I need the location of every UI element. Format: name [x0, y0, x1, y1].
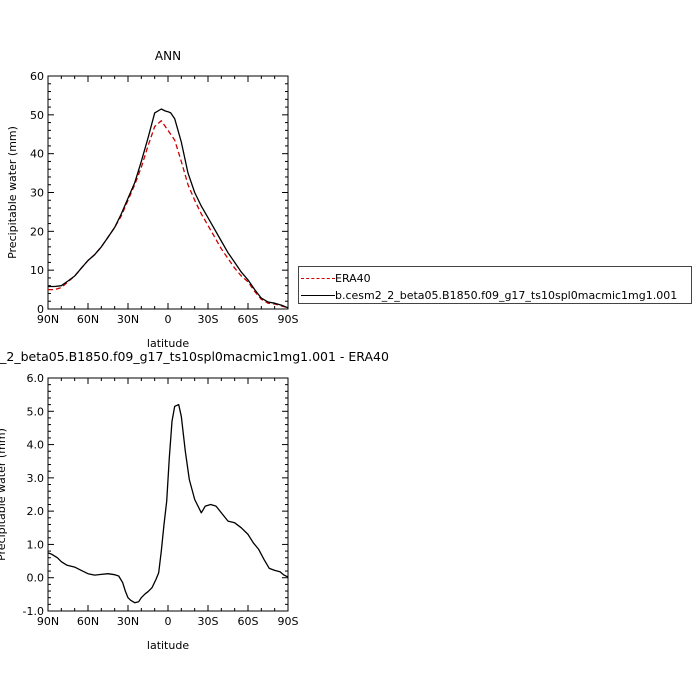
- legend: ERA40 b.cesm2_2_beta05.B1850.f09_g17_ts1…: [298, 266, 692, 304]
- top-plot-frame: [47, 75, 289, 310]
- bottom-ytick-label: 3.0: [27, 472, 45, 485]
- top-ytick-label: 40: [30, 148, 44, 161]
- bottom-xtick-label: 60N: [77, 615, 99, 628]
- top-series-lines: [48, 108, 289, 309]
- legend-item-era40: ERA40: [299, 271, 371, 285]
- bottom-xtick-label: 90N: [37, 615, 59, 628]
- bottom-xtick-label: 30N: [117, 615, 139, 628]
- legend-swatch-cesm: [301, 294, 335, 296]
- top-y-axis-label: Precipitable water (mm): [6, 126, 19, 259]
- bottom-x-axis-label: latitude: [147, 639, 189, 652]
- top-series-line-1: [48, 108, 289, 309]
- top-ticks: 0 10 20 30 40 50 60 90N 60N 30N 0 30S 60S 90S: [30, 70, 299, 326]
- top-ytick-label: 0: [37, 303, 44, 316]
- bottom-panel: b.cesm2_2_beta05.B1850.f09_g17_ts10spl0m…: [0, 349, 389, 652]
- top-xtick-label: 60N: [77, 313, 99, 326]
- top-ytick-label: 50: [30, 109, 44, 122]
- top-xtick-label: 30N: [117, 313, 139, 326]
- bottom-plot-frame: [47, 377, 289, 612]
- legend-label-era40: ERA40: [335, 271, 371, 285]
- top-ytick-label: 60: [30, 70, 44, 83]
- bottom-series-line-0: [47, 403, 289, 604]
- top-panel: ANN 0 10 20 30 40 50 60 90N 60N 30N 0 30S 60S 90S lat…: [6, 49, 299, 350]
- legend-label-cesm: b.cesm2_2_beta05.B1850.f09_g17_ts10spl0m…: [335, 288, 678, 302]
- bottom-xtick-label: 60S: [238, 615, 259, 628]
- bottom-ticks: -1.0 0.0 1.0 2.0 3.0 4.0 5.0 6.0 90N 60N 30N 0 30S 60…: [23, 372, 299, 628]
- bottom-ytick-label: 2.0: [27, 505, 45, 518]
- bottom-xtick-label: 0: [165, 615, 172, 628]
- bottom-ytick-label: 4.0: [27, 439, 45, 452]
- bottom-ytick-label: 6.0: [27, 372, 45, 385]
- top-xtick-label: 90N: [37, 313, 59, 326]
- legend-item-cesm: b.cesm2_2_beta05.B1850.f09_g17_ts10spl0m…: [299, 288, 677, 302]
- top-chart-title: ANN: [155, 49, 181, 63]
- top-ytick-label: 10: [30, 264, 44, 277]
- top-series-line-0: [48, 120, 289, 309]
- top-ytick-label: 30: [30, 187, 44, 200]
- top-ytick-label: 20: [30, 225, 44, 238]
- bottom-series-lines: [47, 403, 289, 604]
- top-xtick-label: 30S: [198, 313, 219, 326]
- top-xtick-label: 60S: [238, 313, 259, 326]
- legend-swatch-era40: [301, 277, 335, 279]
- bottom-y-axis-label: Precipitable water (mm): [0, 428, 8, 561]
- bottom-ytick-label: -1.0: [23, 605, 44, 618]
- top-xtick-label: 90S: [278, 313, 299, 326]
- bottom-ytick-label: 0.0: [27, 572, 45, 585]
- bottom-ytick-label: 5.0: [27, 405, 45, 418]
- bottom-ytick-label: 1.0: [27, 538, 45, 551]
- bottom-xtick-label: 30S: [198, 615, 219, 628]
- bottom-chart-title: b.cesm2_2_beta05.B1850.f09_g17_ts10spl0m…: [0, 349, 389, 364]
- bottom-xtick-label: 90S: [278, 615, 299, 628]
- top-x-axis-label: latitude: [147, 337, 189, 350]
- top-xtick-label: 0: [165, 313, 172, 326]
